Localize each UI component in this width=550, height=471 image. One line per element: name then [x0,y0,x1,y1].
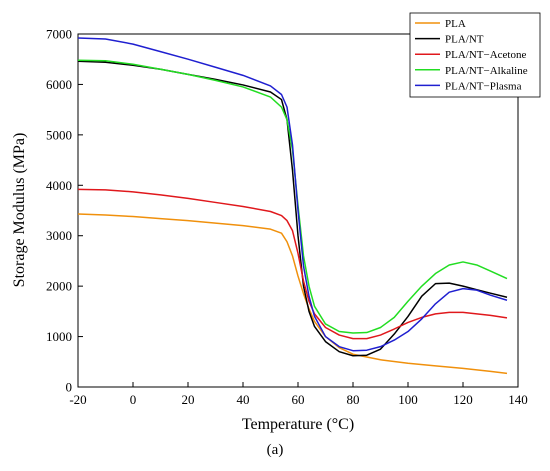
y-tick-label: 6000 [46,77,72,92]
series-line-pla-nt [77,60,508,357]
x-axis-title: Temperature (°C) [242,416,354,433]
y-tick-label: 0 [66,380,73,395]
figure-caption: (a) [266,442,284,458]
tick-layer: -20 0 20 40 60 80 100 120 1400100020003000400050… [46,27,528,408]
legend-label: PLA/NT−Plasma [445,80,522,92]
series-layer [77,37,508,375]
series-line-pla [77,213,508,375]
y-tick-label: 4000 [46,178,72,193]
x-tick-label: 100 [398,392,418,407]
y-tick-label: 5000 [46,127,72,142]
legend-box [409,12,541,98]
series-line-pla-nt-plasma [77,37,508,352]
y-tick-label: 1000 [46,329,72,344]
y-tick-label: 7000 [46,27,72,42]
x-tick-label: 120 [453,392,473,407]
x-tick-label: 20 [182,392,195,407]
x-tick-label: -20 [69,392,86,407]
legend-label: PLA/NT [445,34,484,46]
y-axis-title: Storage Modulus (MPa) [11,133,28,288]
y-tick-label: 3000 [46,228,72,243]
legend: PLA PLA/NT PLA/NT−Acetone PLA/NT−Alkaline PL… [409,12,541,98]
x-tick-label: 140 [508,392,528,407]
y-tick-label: 2000 [46,279,72,294]
x-tick-label: 60 [292,392,305,407]
x-tick-label: 40 [237,392,250,407]
series-line-pla-nt-alkaline [77,59,508,334]
legend-label: PLA/NT−Alkaline [445,65,528,77]
x-tick-label: 80 [347,392,360,407]
legend-label: PLA [445,18,466,30]
series-line-pla-nt-acetone [77,188,508,340]
legend-label: PLA/NT−Acetone [445,49,526,61]
x-tick-label: 0 [130,392,137,407]
